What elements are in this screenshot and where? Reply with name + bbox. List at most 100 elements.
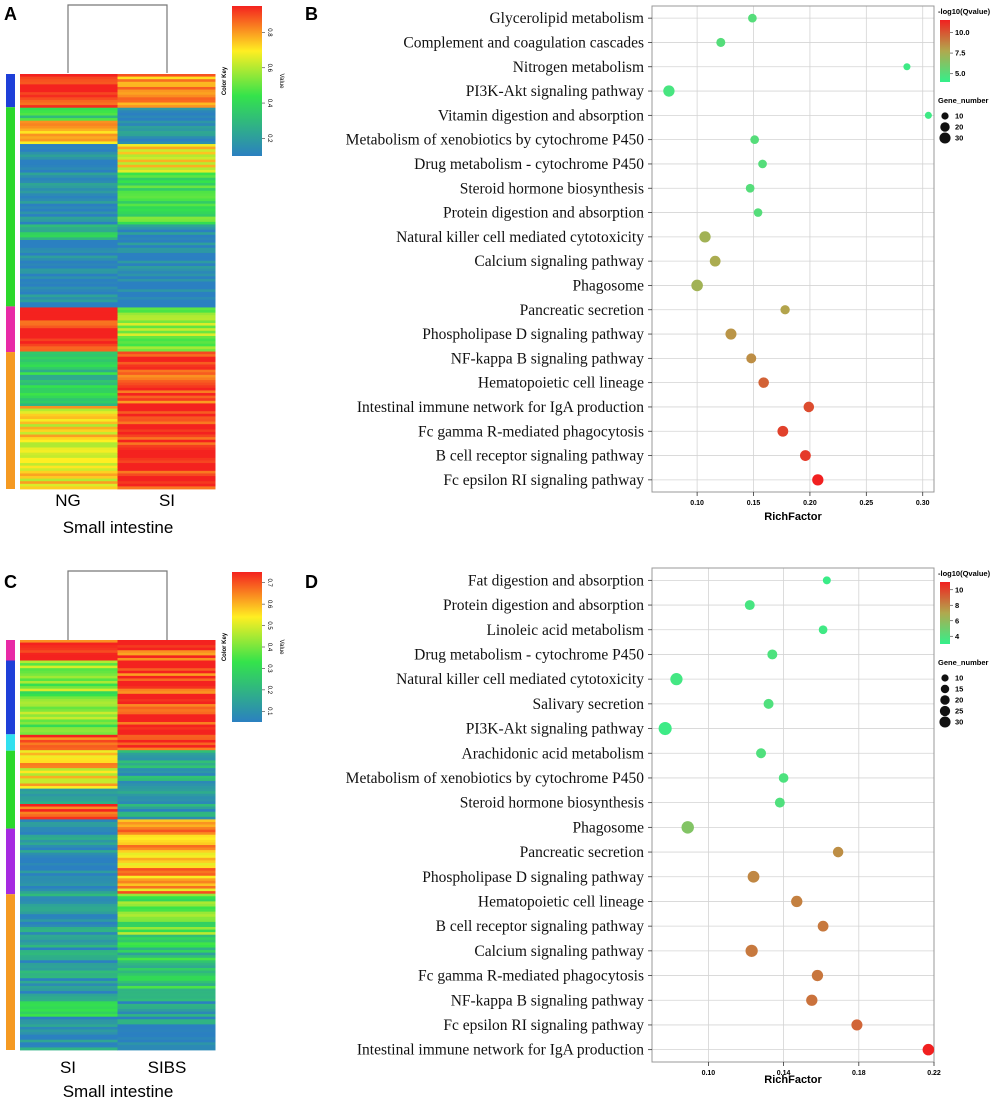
pathway-label: PI3K-Akt signaling pathway bbox=[466, 83, 644, 100]
heatmap-cell bbox=[20, 657, 118, 661]
heatmap-cell bbox=[117, 123, 216, 127]
color-key-c-bar bbox=[232, 572, 262, 722]
color-key-tick-label: 0.4 bbox=[266, 99, 272, 108]
heatmap-cell bbox=[117, 944, 216, 948]
heatmap-cell bbox=[117, 763, 216, 766]
heatmap-cell bbox=[117, 418, 216, 422]
heatmap-cell bbox=[20, 367, 118, 371]
scatter-d-color-bar bbox=[940, 582, 950, 644]
heatmap-cell bbox=[20, 146, 118, 150]
heatmap-cell bbox=[117, 891, 216, 895]
heatmap-cell bbox=[117, 832, 216, 836]
heatmap-a-col-si: SI bbox=[159, 491, 175, 510]
heatmap-cell bbox=[117, 346, 216, 350]
heatmap-cell bbox=[117, 850, 216, 854]
heatmap-cell bbox=[20, 929, 118, 933]
heatmap-cell bbox=[20, 437, 118, 441]
heatmap-cell bbox=[20, 234, 118, 238]
heatmap-cell bbox=[20, 921, 118, 925]
heatmap-cell bbox=[20, 1047, 118, 1051]
heatmap-cell bbox=[20, 356, 118, 360]
heatmap-cell bbox=[20, 245, 118, 249]
heatmap-cell bbox=[117, 1029, 216, 1033]
scatter-d: Fat digestion and absorption Protein dige… bbox=[346, 567, 941, 1086]
heatmap-cell bbox=[117, 258, 216, 262]
heatmap-cell bbox=[117, 801, 216, 805]
heatmap-cell bbox=[20, 431, 118, 435]
heatmap-cell bbox=[20, 84, 118, 88]
heatmap-cell bbox=[117, 903, 216, 907]
heatmap-cell bbox=[20, 473, 118, 477]
heatmap-cell bbox=[20, 768, 118, 772]
heatmap-cell bbox=[117, 131, 216, 135]
heatmap-cell bbox=[20, 224, 118, 228]
heatmap-c-col-sibs: SIBS bbox=[148, 1058, 187, 1077]
heatmap-cell bbox=[20, 886, 118, 889]
heatmap-cell bbox=[20, 944, 118, 948]
heatmap-cell bbox=[117, 811, 216, 815]
heatmap-cell bbox=[117, 416, 216, 420]
heatmap-cell bbox=[20, 683, 118, 687]
heatmap-cell bbox=[117, 983, 216, 987]
heatmap-cell bbox=[117, 1014, 216, 1018]
heatmap-cell bbox=[117, 294, 216, 298]
heatmap-cell bbox=[117, 476, 216, 480]
heatmap-cell bbox=[20, 983, 118, 987]
heatmap-cell bbox=[20, 678, 118, 682]
heatmap-cell bbox=[117, 411, 216, 415]
heatmap-cell bbox=[117, 998, 216, 1002]
heatmap-cell bbox=[20, 151, 118, 155]
heatmap-cell bbox=[117, 102, 216, 106]
heatmap-cell bbox=[117, 916, 216, 920]
heatmap-c-col-si: SI bbox=[60, 1058, 76, 1077]
heatmap-cell bbox=[117, 439, 216, 443]
pathway-label: Calcium signaling pathway bbox=[474, 943, 644, 960]
heatmap-cell bbox=[117, 752, 216, 756]
heatmap-cell bbox=[117, 240, 216, 243]
heatmap-cell bbox=[117, 788, 216, 792]
heatmap-cell bbox=[20, 74, 118, 77]
heatmap-cell bbox=[20, 801, 118, 805]
heatmap-cell bbox=[117, 932, 216, 936]
heatmap-cell bbox=[117, 473, 216, 477]
pathway-label: Drug metabolism - cytochrome P450 bbox=[414, 156, 644, 173]
heatmap-cell bbox=[117, 278, 216, 282]
heatmap-cell bbox=[20, 701, 118, 705]
heatmap-cell bbox=[20, 839, 118, 843]
scatter-b: Glycerolipid metabolism Complement and co… bbox=[346, 5, 935, 523]
heatmap-cell bbox=[20, 105, 118, 109]
heatmap-cell bbox=[117, 429, 216, 433]
heatmap-cell bbox=[20, 965, 118, 969]
heatmap-cell bbox=[20, 778, 118, 782]
heatmap-cell bbox=[20, 229, 118, 233]
heatmap-cell bbox=[117, 698, 216, 702]
heatmap-cell bbox=[20, 1026, 118, 1030]
data-point bbox=[806, 994, 818, 1006]
row-cluster-bar bbox=[6, 306, 15, 353]
heatmap-cell bbox=[20, 893, 118, 897]
heatmap-cell bbox=[20, 169, 118, 173]
size-legend-dot bbox=[941, 674, 949, 682]
heatmap-cell bbox=[117, 255, 216, 259]
scatter-d-frame bbox=[651, 567, 935, 1063]
data-point bbox=[663, 85, 675, 97]
heatmap-cell bbox=[20, 673, 118, 677]
heatmap-cell bbox=[20, 408, 118, 412]
heatmap-cell bbox=[117, 483, 216, 487]
scatter-b-color-ticks: 5.0 7.5 10.0 bbox=[950, 28, 970, 78]
heatmap-c-row-clusters bbox=[6, 640, 15, 1050]
heatmap-cell bbox=[117, 105, 216, 109]
color-key-c-axis: Value bbox=[278, 640, 284, 656]
heatmap-cell bbox=[117, 351, 216, 355]
heatmap-cell bbox=[20, 107, 118, 111]
heatmap-cell bbox=[117, 665, 216, 669]
heatmap-cell bbox=[20, 652, 118, 656]
heatmap-cell bbox=[117, 783, 216, 787]
data-point bbox=[778, 773, 789, 783]
heatmap-cell bbox=[117, 991, 216, 995]
heatmap-cell bbox=[117, 452, 216, 456]
heatmap-cell bbox=[20, 1009, 118, 1012]
heatmap-cell bbox=[117, 929, 216, 933]
heatmap-cell bbox=[20, 341, 118, 345]
